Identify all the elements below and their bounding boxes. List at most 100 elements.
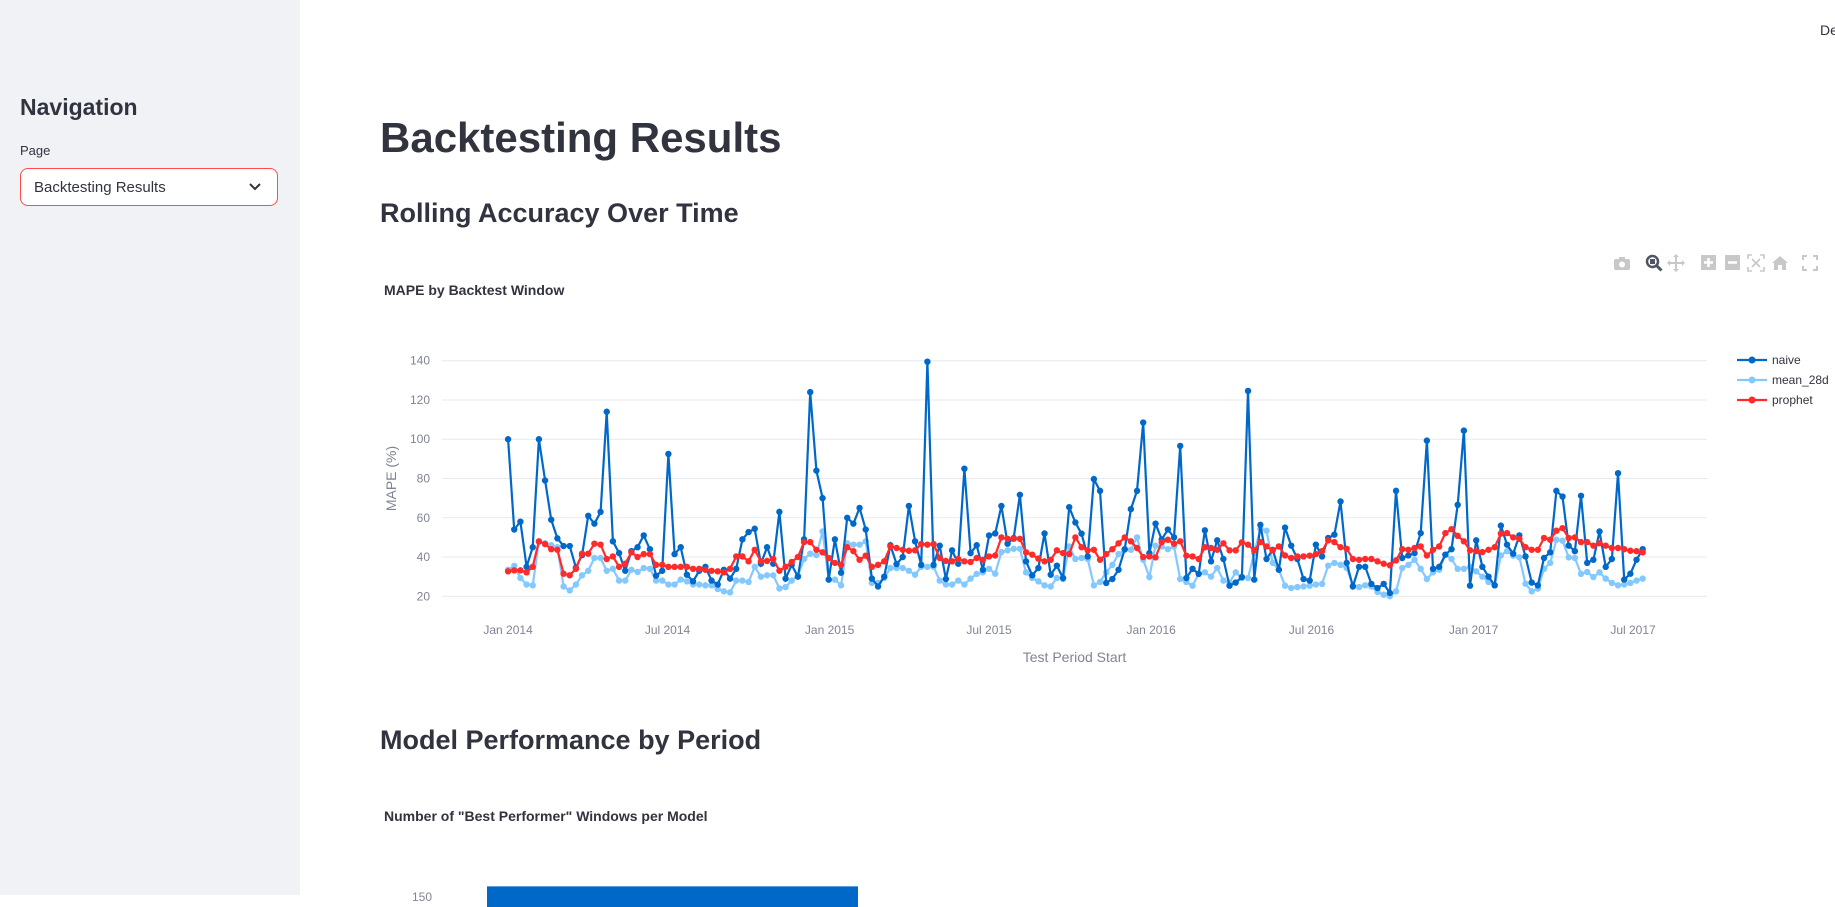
data-point-mean_28d [615,577,623,584]
data-point-naive [1090,475,1098,483]
data-point-naive [936,542,943,549]
data-point-prophet [1084,547,1091,554]
data-point-prophet [541,540,549,548]
data-point-naive [665,450,672,458]
page-title: Backtesting Results [380,114,782,161]
data-point-prophet [1306,552,1313,559]
data-point-prophet [800,538,808,546]
data-point-mean_28d [560,583,567,590]
fullscreen-icon[interactable] [1801,254,1819,272]
page-select[interactable]: Backtesting Results [20,168,278,206]
data-point-mean_28d [1090,582,1098,589]
data-point-naive [1503,541,1511,548]
data-point-mean_28d [770,572,777,579]
data-point-prophet [504,568,512,575]
data-point-naive [529,544,536,551]
data-point-naive [1133,487,1141,495]
data-point-mean_28d [733,577,740,584]
data-point-mean_28d [1220,577,1227,584]
home-icon[interactable] [1771,254,1789,272]
data-point-naive [1318,553,1326,560]
legend-item-prophet[interactable]: prophet [1737,393,1813,407]
data-point-prophet [1251,547,1258,554]
data-point-mean_28d [924,563,931,571]
y-tick-label: 40 [417,550,431,564]
chart-title-mape: MAPE by Backtest Window [384,282,565,298]
legend-item-naive[interactable]: naive [1737,353,1801,367]
data-point-prophet [652,561,660,569]
data-point-prophet [1090,546,1098,553]
data-point-mean_28d [1583,568,1591,576]
data-point-prophet [1583,538,1591,546]
data-point-naive [893,560,900,568]
data-point-mean_28d [745,578,752,586]
data-point-mean_28d [1565,554,1572,561]
data-point-naive [899,553,906,561]
data-point-mean_28d [572,581,580,588]
pan-icon[interactable] [1667,254,1685,272]
data-point-naive [1522,553,1529,560]
data-point-naive [566,542,573,550]
data-point-prophet [1571,534,1579,541]
data-point-naive [1164,526,1172,533]
data-point-prophet [807,538,814,546]
data-point-prophet [1614,544,1622,552]
data-point-naive [1201,527,1209,534]
data-point-prophet [1509,534,1517,541]
data-point-prophet [1386,562,1394,569]
zoom-in-icon[interactable] [1700,254,1718,272]
data-point-naive [985,532,993,539]
data-point-prophet [511,567,518,574]
data-point-mean_28d [1010,545,1017,552]
data-point-naive [634,544,641,551]
data-point-mean_28d [1041,582,1048,589]
data-point-prophet [1281,552,1289,559]
data-point-mean_28d [1546,559,1554,567]
data-point-naive [1288,542,1295,549]
data-point-naive [881,573,888,580]
data-point-naive [1004,540,1011,547]
data-point-naive [998,502,1005,510]
data-point-naive [1041,530,1048,537]
data-point-naive [856,504,863,512]
data-point-prophet [1429,546,1437,553]
data-point-naive [1331,531,1338,538]
deploy-button[interactable]: De [1820,22,1835,38]
zoom-out-icon[interactable] [1724,254,1742,272]
data-point-naive [1546,549,1554,556]
data-point-naive [924,358,931,365]
data-point-naive [1362,563,1369,571]
data-point-naive [1066,503,1073,511]
data-point-naive [1275,566,1283,573]
data-point-mean_28d [1146,573,1153,581]
data-point-mean_28d [1472,568,1480,575]
camera-icon[interactable] [1613,254,1631,272]
data-point-mean_28d [850,541,857,548]
data-point-naive [874,583,882,590]
data-point-prophet [887,543,894,550]
data-point-prophet [1528,546,1535,553]
data-point-naive [844,514,851,521]
x-tick-label: Jan 2017 [1449,623,1499,637]
data-point-naive [726,575,734,582]
data-point-prophet [1047,556,1054,563]
autoscale-icon[interactable] [1747,254,1765,272]
data-point-naive [992,530,999,537]
data-point-naive [862,526,869,533]
data-point-prophet [1207,544,1215,552]
data-point-mean_28d [1639,575,1646,582]
data-point-naive [1553,487,1560,495]
data-point-naive [585,512,592,520]
mape-line-chart[interactable]: 20 40 60 80 100 120 140 Jan 2014 Jul 2014 Jan 201… [0,0,1835,700]
data-point-mean_28d [1380,591,1387,598]
best-performer-bar[interactable] [487,886,858,907]
data-point-prophet [1035,555,1042,562]
legend-item-mean_28d[interactable]: mean_28d [1737,373,1829,387]
data-point-mean_28d [603,567,610,574]
data-point-mean_28d [1571,554,1579,562]
data-point-prophet [1602,542,1609,549]
data-point-prophet [1300,553,1307,560]
zoom-icon[interactable] [1645,254,1663,272]
data-point-naive [609,538,617,545]
data-point-mean_28d [911,571,919,578]
